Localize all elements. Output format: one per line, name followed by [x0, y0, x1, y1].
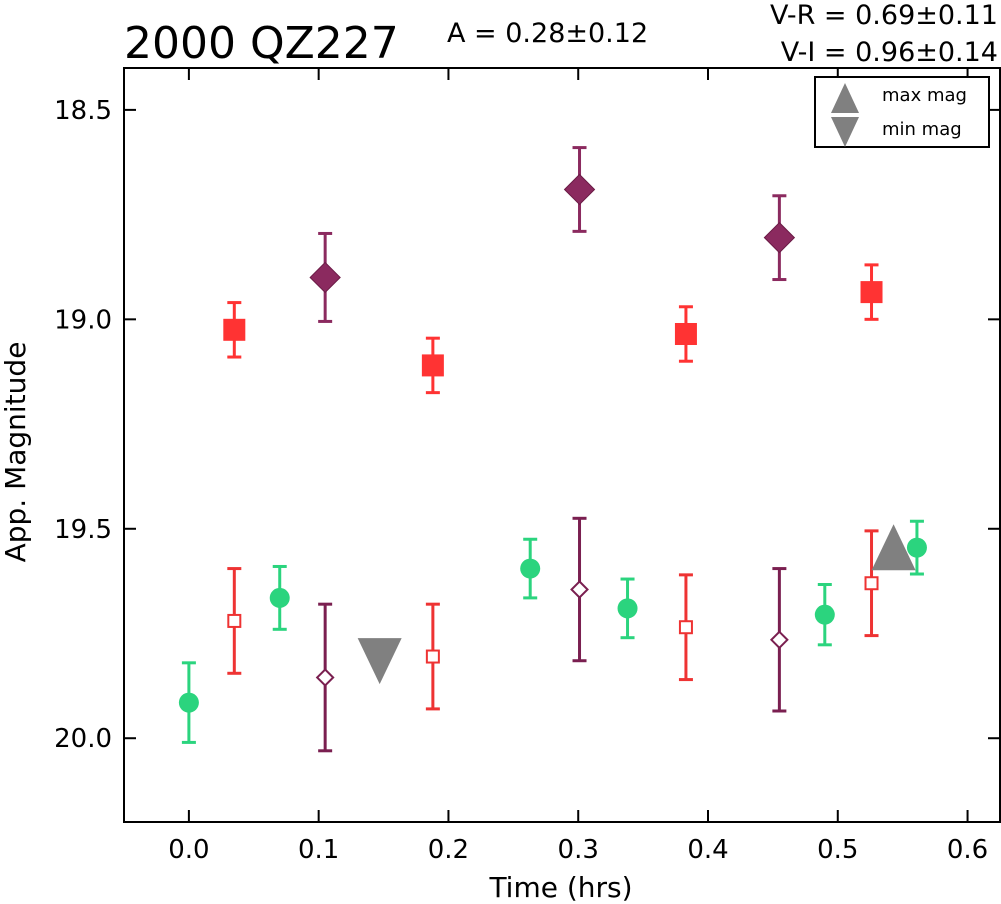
data-point-diamond: [563, 173, 596, 206]
x-tick-label: 0.1: [298, 835, 339, 865]
y-axis-label: App. Magnitude: [0, 342, 32, 563]
amplitude-text: A = 0.28±0.12: [447, 18, 648, 49]
color-index-vr: V-R = 0.69±0.11: [770, 0, 998, 31]
data-point-diamond-open: [315, 668, 335, 687]
legend-min-mag-triangle-icon: [831, 117, 859, 147]
data-point-square-open: [227, 613, 242, 628]
data-point-circle: [814, 604, 835, 625]
plot-frame: [123, 67, 1001, 823]
data-point-circle: [520, 558, 541, 579]
data-point-circle: [906, 537, 927, 558]
data-point-square-open: [425, 649, 440, 664]
data-point-square: [223, 318, 246, 341]
x-tick-label: 0.5: [817, 835, 858, 865]
legend: max mag min mag: [814, 76, 990, 148]
data-point-circle: [617, 598, 638, 619]
data-point-square: [421, 354, 444, 377]
data-point-square-open: [864, 576, 879, 591]
x-tick-label: 0.0: [168, 835, 209, 865]
x-axis-label: Time (hrs): [488, 871, 632, 904]
chart-ticks: 0.0 0.1 0.2 0.3 0.4 0.5 0.6 18.5 19.0 19.5 20.0: [54, 68, 1000, 865]
max-mag-triangle: [871, 524, 916, 571]
data-point-square-open: [678, 620, 693, 635]
data-point-square: [860, 281, 883, 304]
x-tick-label: 0.3: [558, 835, 599, 865]
chart-marks: [178, 146, 927, 753]
chart-title: 2000 QZ227: [124, 18, 399, 69]
y-tick-label: 20.0: [54, 724, 112, 754]
legend-label-min-mag: min mag: [882, 119, 962, 140]
data-point-diamond: [309, 261, 341, 294]
data-point-diamond-open: [570, 580, 589, 599]
data-point-circle: [178, 692, 199, 713]
color-index-vi: V-I = 0.96±0.14: [781, 37, 998, 68]
y-tick-label: 19.0: [54, 305, 112, 335]
data-point-diamond: [763, 221, 796, 254]
data-point-diamond-open: [769, 630, 789, 650]
legend-label-max-mag: max mag: [882, 85, 967, 106]
min-mag-triangle: [357, 638, 402, 685]
x-tick-label: 0.4: [687, 835, 728, 865]
legend-max-mag-triangle-icon: [831, 83, 859, 113]
data-point-circle: [269, 587, 290, 608]
y-tick-label: 18.5: [54, 96, 112, 126]
y-tick-label: 19.5: [54, 515, 112, 545]
data-point-square: [674, 322, 697, 345]
x-tick-label: 0.6: [947, 835, 988, 865]
x-tick-label: 0.2: [428, 835, 469, 865]
